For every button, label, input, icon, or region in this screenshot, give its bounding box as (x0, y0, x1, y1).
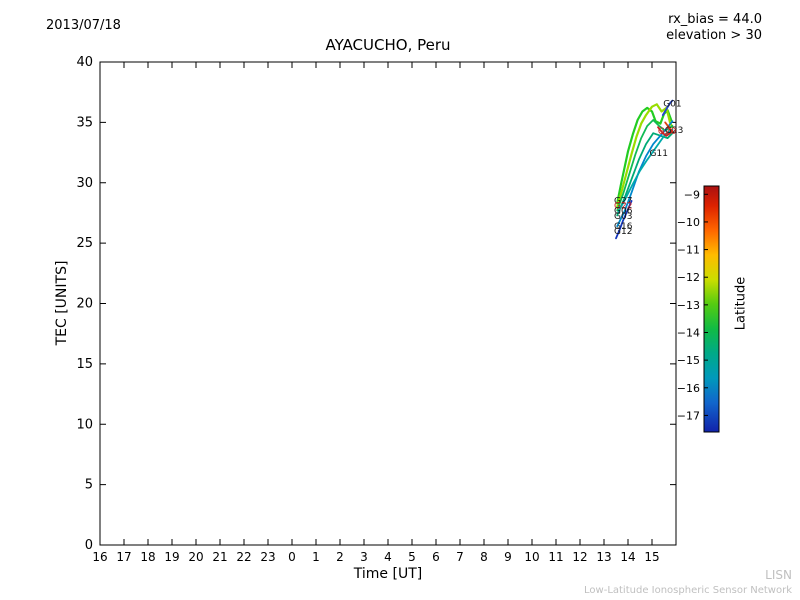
x-tick-label: 19 (164, 550, 179, 564)
x-tick-label: 22 (236, 550, 251, 564)
date-label: 2013/07/18 (46, 18, 121, 33)
y-tick-label: 20 (76, 297, 93, 312)
prn-label-G12: G12 (614, 227, 632, 237)
colorbar-tick-label: −10 (677, 216, 700, 229)
x-tick-label: 1 (312, 550, 320, 564)
x-tick-label: 17 (116, 550, 131, 564)
x-tick-label: 18 (140, 550, 155, 564)
series-line-G11 (617, 128, 674, 213)
x-tick-label: 8 (480, 550, 488, 564)
prn-label-G11: G11 (650, 149, 668, 159)
prn-label-G06: G06 (614, 207, 633, 217)
rx-bias-label: rx_bias = 44.0 (668, 12, 762, 27)
y-tick-label: 25 (76, 236, 93, 251)
x-tick-label: 23 (260, 550, 275, 564)
prn-label-G22: G22 (614, 202, 632, 212)
elevation-label: elevation > 30 (666, 28, 762, 44)
y-tick-label: 35 (76, 115, 93, 130)
prn-label-G20: G20 (658, 127, 677, 137)
x-tick-label: 16 (92, 550, 107, 564)
colorbar-tick-label: −14 (677, 326, 700, 339)
x-tick-label: 0 (288, 550, 296, 564)
series-line-G16 (616, 120, 674, 228)
series-line-G03 (616, 132, 674, 217)
colorbar-tick-label: −11 (677, 244, 700, 257)
y-axis-label: TEC [UNITS] (54, 260, 70, 346)
x-tick-label: 20 (188, 550, 203, 564)
x-tick-label: 4 (384, 550, 392, 564)
chart-title: AYACUCHO, Peru (325, 36, 451, 54)
latitude-colorbar: −9 −10 −11 −12 −13 −14 −15 −16 −17 (677, 185, 720, 433)
watermark-network: Low-Latitude Ionospheric Sensor Network (584, 585, 792, 596)
colorbar-tick-label: −12 (677, 271, 700, 284)
series-line-G23 (664, 121, 674, 133)
plot-axes: 16 17 18 19 20 21 22 23 0 1 2 3 4 5 6 7 8 9 10 11 12 13 14 1505… (76, 55, 677, 564)
header-right: rx_bias = 44.0 elevation > 30 (666, 12, 762, 45)
colorbar-tick-label: −9 (684, 188, 700, 201)
series-lines (615, 99, 674, 240)
x-tick-label: 3 (360, 550, 368, 564)
y-tick-label: 10 (76, 417, 93, 432)
watermark-lisn: LISN (765, 568, 792, 582)
x-axis-label: Time [UT] (353, 566, 423, 582)
colorbar-tick-label: −17 (677, 409, 700, 422)
colorbar-tick-label: −15 (677, 354, 700, 367)
series-line-G01 (661, 99, 674, 116)
prn-label-G16: G16 (614, 222, 633, 232)
prn-label-G27: G27 (614, 196, 632, 206)
y-tick-label: 30 (76, 176, 93, 191)
colorbar-tick-label: −16 (677, 382, 700, 395)
x-tick-label: 9 (504, 550, 512, 564)
y-tick-label: 0 (85, 538, 93, 553)
x-tick-label: 21 (212, 550, 227, 564)
x-tick-label: 15 (644, 550, 659, 564)
colorbar-label: Latitude (733, 276, 749, 331)
series-line-G06 (616, 119, 674, 212)
series-line-G20 (657, 126, 674, 137)
x-tick-label: 6 (432, 550, 440, 564)
prn-label-G23: G23 (665, 126, 683, 136)
y-tick-label: 40 (76, 55, 93, 70)
y-tick-label: 5 (85, 478, 93, 493)
x-tick-label: 2 (336, 550, 344, 564)
y-tick-label: 15 (76, 357, 93, 372)
x-tick-label: 7 (456, 550, 464, 564)
series-line-G12 (615, 199, 633, 240)
x-tick-label: 11 (548, 550, 563, 564)
x-tick-label: 10 (524, 550, 539, 564)
x-tick-label: 13 (596, 550, 611, 564)
x-tick-label: 12 (572, 550, 587, 564)
colorbar-tick-label: −13 (677, 299, 700, 312)
prn-label-G01: G01 (663, 100, 681, 110)
x-tick-label: 14 (620, 550, 635, 564)
x-tick-label: 5 (408, 550, 416, 564)
prn-label-G03: G03 (614, 212, 632, 222)
